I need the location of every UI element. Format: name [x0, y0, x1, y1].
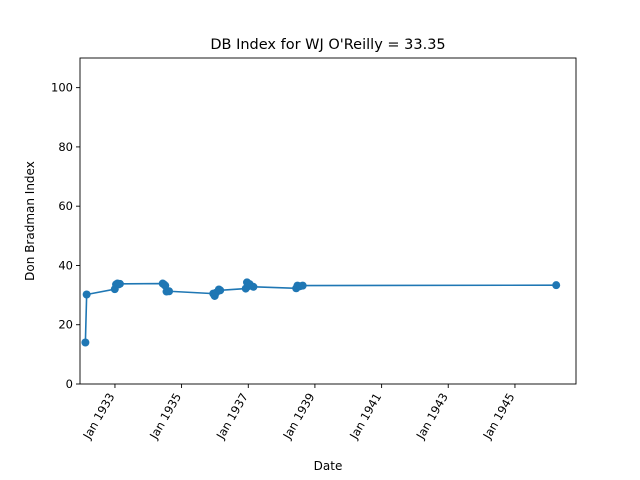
data-point: [81, 338, 90, 347]
x-tick-label: Jan 1945: [480, 391, 518, 443]
y-tick-label: 20: [58, 318, 73, 332]
y-tick-label: 100: [51, 81, 73, 95]
plot-frame: [79, 57, 577, 385]
data-point: [216, 286, 225, 295]
chart-title: DB Index for WJ O'Reilly = 33.35: [210, 37, 445, 53]
y-tick-label: 80: [58, 140, 73, 154]
data-point: [249, 282, 258, 291]
x-tick-label: Jan 1935: [146, 391, 184, 443]
data-point: [115, 279, 124, 288]
y-axis-label: Don Bradman Index: [23, 161, 37, 281]
plot-area: [81, 278, 561, 347]
y-tick-label: 40: [58, 258, 73, 272]
data-point: [298, 281, 307, 290]
y-tick-label: 60: [58, 199, 73, 213]
x-tick-label: Jan 1943: [413, 391, 451, 443]
x-tick-label: Jan 1933: [80, 391, 118, 443]
series-line: [84, 279, 557, 343]
x-tick-label: Jan 1941: [346, 391, 384, 443]
y-axis: 0 20 40 60 80 100: [51, 81, 80, 391]
data-point: [552, 281, 561, 290]
y-tick-label: 0: [66, 377, 73, 391]
data-point: [82, 290, 91, 299]
x-axis: Jan 1933 Jan 1935 Jan 1937 Jan 1939 Jan 1941…: [80, 384, 518, 442]
data-point: [165, 287, 174, 296]
x-tick-label: Jan 1937: [213, 391, 251, 443]
x-tick-label: Jan 1939: [280, 391, 318, 443]
x-axis-label: Date: [314, 459, 343, 473]
